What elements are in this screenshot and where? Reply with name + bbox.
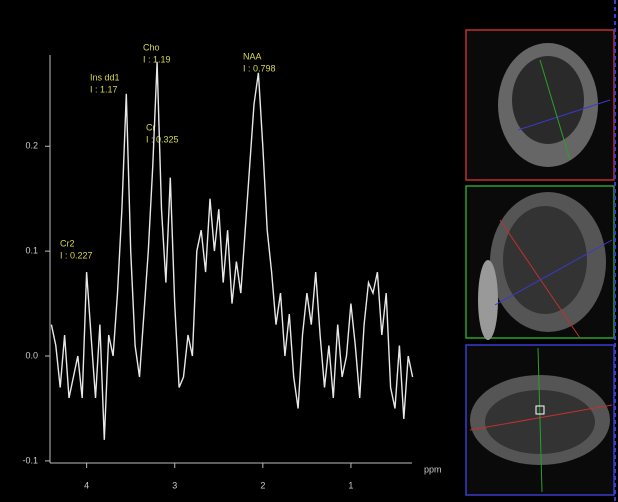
page: {"chart_data": {"type": "line", "x_label…	[0, 0, 618, 502]
brain-image	[512, 56, 584, 144]
peak-name: NAA	[243, 51, 262, 61]
peak-integral: I : 1.17	[90, 84, 118, 94]
y-tick-label: 0.0	[25, 350, 38, 360]
peak-name: Cr2	[60, 238, 75, 248]
mri-panels	[466, 0, 615, 502]
peak-name: Cho	[143, 42, 160, 52]
y-tick-label: 0.2	[25, 141, 38, 151]
x-tick-label: 3	[172, 480, 177, 490]
y-tick-label: 0.1	[25, 246, 38, 256]
peak-integral: I : 0.325	[146, 134, 179, 144]
y-tick-label: -0.1	[22, 455, 38, 465]
x-tick-label: 4	[84, 480, 89, 490]
tissue-image	[478, 260, 498, 340]
screen: ppm Cr2 I : 0.227 Ins dd1 I : 1.17 Cho I…	[0, 0, 618, 502]
x-axis-label: ppm	[424, 464, 442, 474]
peak-name: Ins dd1	[90, 72, 120, 82]
peak-integral: I : 0.798	[243, 63, 276, 73]
x-tick-label: 1	[348, 480, 353, 490]
peak-integral: I : 0.227	[60, 250, 93, 260]
brain-image	[503, 206, 587, 314]
x-tick-label: 2	[260, 480, 265, 490]
